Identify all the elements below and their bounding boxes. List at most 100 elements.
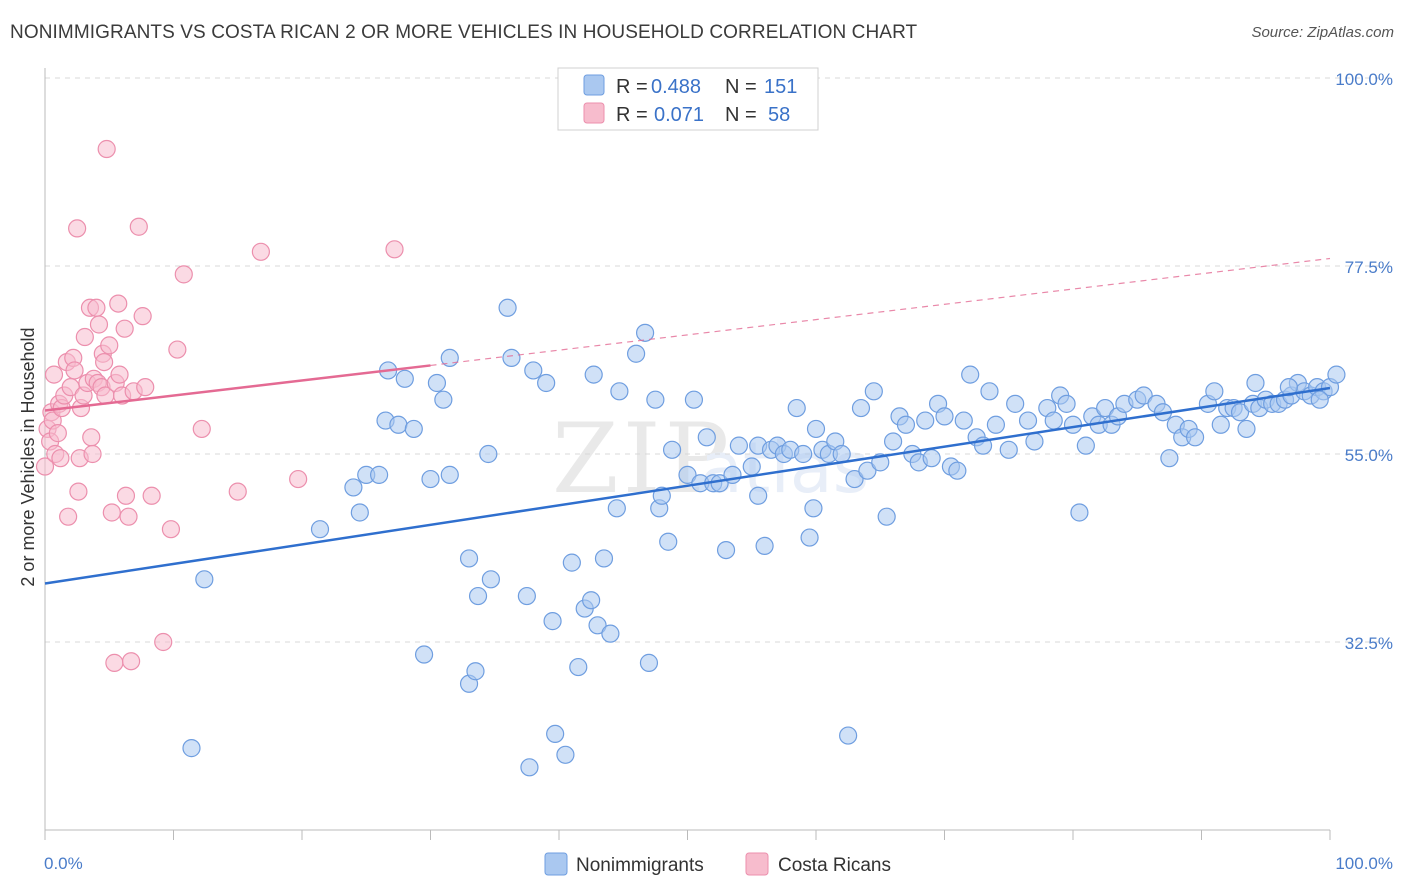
- nonimmigrants-point-77: [839, 726, 858, 745]
- nonimmigrants-point-102: [1006, 394, 1025, 413]
- nonimmigrants-point-122: [1160, 449, 1179, 468]
- nonimmigrants-point-60: [742, 457, 761, 476]
- costa-ricans-point-51: [142, 486, 161, 505]
- legend-n-label-1: N =: [725, 76, 757, 98]
- legend-swatch-pink: [583, 102, 605, 124]
- nonimmigrants-point-149: [1279, 378, 1298, 397]
- x-tick-label-max: 100.0%: [1335, 854, 1393, 873]
- y-tick-label-1: 55.0%: [1345, 446, 1393, 465]
- costa-ricans-point-22: [75, 327, 94, 347]
- correlation-legend: R = 0.488 N = 151 R = 0.071 N = 58: [557, 67, 819, 131]
- nonimmigrants-point-76: [832, 444, 851, 464]
- y-axis-label: 2 or more Vehicles in Household: [18, 327, 38, 586]
- costa-ricans-point-33: [95, 352, 114, 372]
- legend-r-label-2: R =: [616, 104, 648, 126]
- nonimmigrants-point-110: [1070, 503, 1089, 522]
- nonimmigrants-point-6: [370, 465, 389, 484]
- costa-ricans-point-30: [89, 315, 109, 334]
- costa-ricans-point-0: [35, 457, 55, 476]
- costa-ricans-point-40: [109, 294, 128, 313]
- nonimmigrants-point-68: [787, 398, 806, 418]
- series-legend: Nonimmigrants Costa Ricans: [544, 852, 891, 876]
- costa-ricans-point-17: [68, 219, 87, 238]
- costa-ricans-point-52: [154, 632, 173, 652]
- costa-ricans-point-49: [133, 307, 152, 326]
- nonimmigrants-point-1: [195, 570, 214, 589]
- nonimmigrants-point-14: [421, 469, 440, 489]
- costa-ricans-point-55: [174, 265, 193, 284]
- costa-ricans-trend-line: [44, 364, 431, 412]
- nonimmigrants-point-24: [498, 298, 517, 317]
- nonimmigrants-point-11: [404, 419, 423, 439]
- costa-ricans-point-9: [51, 449, 70, 468]
- costa-ricans-point-46: [121, 652, 141, 671]
- nonimmigrants-point-84: [883, 432, 903, 451]
- costa-ricans-point-57: [228, 482, 247, 501]
- costa-ricans-point-50: [136, 378, 155, 397]
- nonimmigrants-point-31: [546, 724, 565, 744]
- nonimmigrants-point-101: [999, 440, 1018, 459]
- nonimmigrants-point-71: [804, 499, 823, 518]
- nonimmigrants-point-43: [626, 344, 646, 363]
- nonimmigrants-point-94: [948, 461, 967, 480]
- nonimmigrants-point-57: [716, 540, 736, 560]
- nonimmigrants-point-28: [524, 361, 543, 380]
- nonimmigrants-point-39: [594, 549, 614, 568]
- costa-ricans-point-59: [289, 469, 308, 489]
- nonimmigrants-point-114: [1096, 398, 1115, 418]
- costa-ricans-trend-extension: [430, 257, 1331, 367]
- costa-ricans-point-43: [115, 319, 134, 338]
- legend-n-value-1: 151: [764, 76, 797, 98]
- costa-ricans-point-38: [105, 653, 124, 672]
- nonimmigrants-trend-line: [44, 386, 1331, 585]
- nonimmigrants-point-25: [502, 348, 521, 368]
- nonimmigrants-point-0: [182, 739, 201, 758]
- series-legend-swatch-nonimmigrants: [544, 852, 568, 876]
- nonimmigrants-point-100: [986, 415, 1006, 434]
- costa-ricans-point-16: [65, 361, 84, 380]
- nonimmigrants-point-13: [427, 373, 447, 393]
- nonimmigrants-point-78: [845, 469, 864, 489]
- nonimmigrants-point-41: [607, 499, 626, 518]
- nonimmigrants-point-150: [1246, 373, 1265, 393]
- nonimmigrants-point-36: [582, 591, 601, 610]
- nonimmigrants-point-106: [1044, 411, 1063, 430]
- costa-ricans-point-28: [87, 298, 106, 317]
- x-ticks: [44, 830, 1331, 840]
- nonimmigrants-point-52: [684, 390, 704, 409]
- nonimmigrants-point-30: [543, 612, 562, 631]
- nonimmigrants-point-132: [1230, 403, 1250, 422]
- nonimmigrants-point-148: [1327, 365, 1346, 384]
- nonimmigrants-point-44: [635, 323, 655, 342]
- nonimmigrants-point-126: [1185, 428, 1205, 447]
- nonimmigrants-point-22: [479, 444, 498, 464]
- costa-ricans-point-7: [48, 424, 67, 443]
- nonimmigrants-point-27: [520, 758, 539, 777]
- costa-ricans-point-26: [83, 444, 102, 464]
- nonimmigrants-point-109: [1063, 415, 1083, 434]
- nonimmigrants-point-147: [1310, 390, 1329, 409]
- trend-lines: [44, 257, 1331, 585]
- nonimmigrants-point-108: [1057, 394, 1076, 413]
- nonimmigrants-point-104: [1025, 432, 1044, 451]
- nonimmigrants-point-111: [1076, 436, 1095, 455]
- nonimmigrants-point-103: [1018, 411, 1038, 430]
- nonimmigrants-point-2: [310, 520, 330, 539]
- legend-r-value-1: 0.488: [651, 76, 701, 98]
- legend-n-label-2: N =: [725, 104, 757, 126]
- costa-ricans-point-37: [102, 503, 121, 522]
- costa-ricans-point-5: [44, 365, 64, 384]
- watermark-zip: ZIP: [552, 403, 733, 515]
- nonimmigrants-point-50: [662, 440, 682, 459]
- nonimmigrants-point-92: [935, 407, 954, 426]
- nonimmigrants-point-49: [659, 532, 678, 551]
- nonimmigrants-point-20: [466, 662, 485, 681]
- y-tick-label-3: 100.0%: [1335, 70, 1393, 89]
- nonimmigrants-point-119: [1134, 386, 1153, 405]
- costa-ricans-point-53: [161, 520, 181, 539]
- nonimmigrants-point-42: [610, 382, 629, 401]
- nonimmigrants-point-33: [562, 553, 581, 572]
- costa-ricans-point-41: [110, 365, 129, 384]
- nonimmigrants-point-3: [344, 478, 363, 497]
